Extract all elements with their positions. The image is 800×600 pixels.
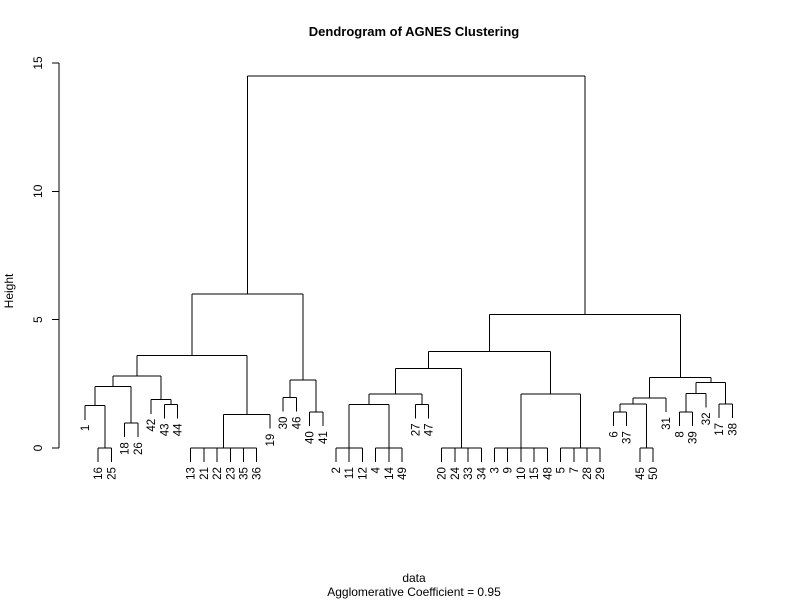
y-tick-label: 0: [31, 444, 45, 451]
leaf-label-45: 45: [635, 467, 647, 480]
leaf-label-41: 41: [318, 431, 330, 444]
leaf-label-28: 28: [582, 467, 594, 480]
leaf-label-7: 7: [569, 467, 581, 473]
leaf-label-36: 36: [252, 467, 264, 480]
agglomerative-coefficient-label: Agglomerative Coefficient = 0.95: [327, 585, 501, 599]
leaf-label-15: 15: [529, 467, 541, 480]
leaf-label-22: 22: [212, 467, 224, 480]
leaf-label-30: 30: [278, 417, 290, 430]
leaf-label-8: 8: [674, 431, 686, 437]
leaf-label-26: 26: [133, 442, 145, 455]
leaf-label-33: 33: [463, 467, 475, 480]
chart-title: Dendrogram of AGNES Clustering: [309, 24, 519, 39]
y-axis-label: Height: [2, 273, 16, 308]
leaf-label-32: 32: [701, 412, 713, 425]
leaf-label-12: 12: [357, 467, 369, 480]
leaf-label-5: 5: [556, 467, 568, 473]
leaf-label-20: 20: [437, 467, 449, 480]
leaf-label-31: 31: [661, 417, 673, 430]
leaf-label-10: 10: [516, 467, 528, 480]
leaf-label-48: 48: [542, 467, 554, 480]
leaf-label-38: 38: [727, 423, 739, 436]
leaf-label-47: 47: [423, 423, 435, 436]
leaf-label-11: 11: [344, 467, 356, 479]
leaf-label-25: 25: [106, 467, 118, 480]
leaf-label-50: 50: [648, 467, 660, 480]
leaf-label-2: 2: [331, 467, 343, 473]
leaf-label-14: 14: [384, 467, 396, 480]
leaf-label-29: 29: [595, 467, 607, 480]
leaf-label-43: 43: [159, 423, 171, 436]
leaf-label-21: 21: [199, 467, 211, 480]
leaf-label-34: 34: [476, 467, 488, 480]
leaf-label-13: 13: [186, 467, 198, 480]
leaf-label-19: 19: [265, 434, 277, 447]
leaf-label-40: 40: [305, 431, 317, 444]
leaf-label-35: 35: [239, 467, 251, 480]
y-tick-label: 15: [31, 56, 45, 70]
leaf-label-4: 4: [371, 467, 383, 474]
leaf-label-44: 44: [172, 423, 184, 436]
leaf-label-49: 49: [397, 467, 409, 480]
leaf-label-42: 42: [146, 419, 158, 432]
leaf-label-18: 18: [120, 442, 132, 455]
leaf-label-27: 27: [410, 423, 422, 436]
leaf-label-9: 9: [503, 467, 515, 473]
leaf-label-1: 1: [80, 425, 92, 431]
leaf-label-23: 23: [225, 467, 237, 480]
leaf-label-6: 6: [608, 431, 620, 437]
x-axis-label: data: [402, 571, 426, 585]
y-tick-label: 10: [31, 184, 45, 198]
leaf-label-16: 16: [93, 467, 105, 480]
leaf-label-46: 46: [291, 417, 303, 430]
y-tick-label: 5: [31, 316, 45, 323]
leaf-label-3: 3: [490, 467, 502, 473]
leaf-label-37: 37: [622, 431, 634, 444]
dendrogram-tree: [84, 75, 733, 463]
leaf-label-17: 17: [714, 423, 726, 436]
y-axis: 0 5 10 15: [31, 56, 60, 451]
leaf-label-39: 39: [688, 431, 700, 444]
leaf-label-24: 24: [450, 467, 462, 480]
